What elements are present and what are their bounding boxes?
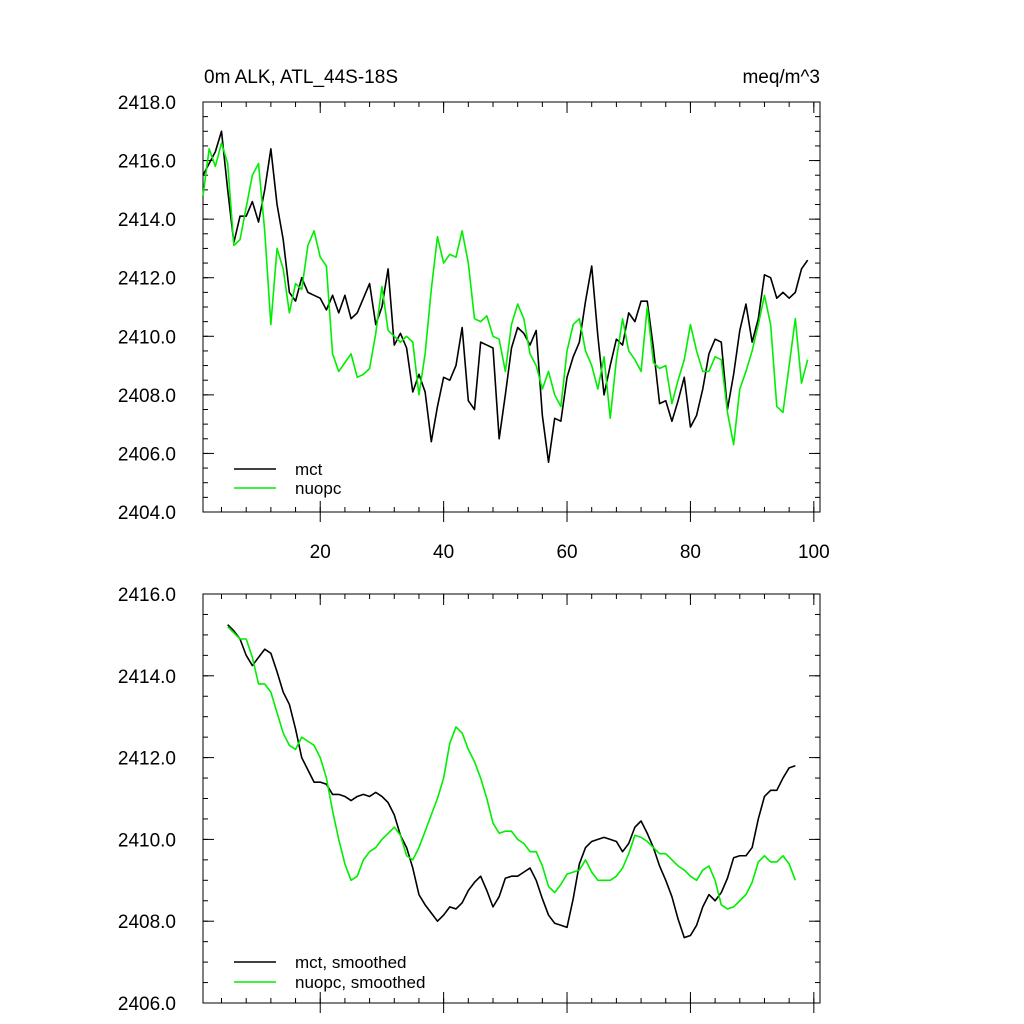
x-tick-label: 40: [433, 542, 454, 563]
chart-title: 0m ALK, ATL_44S-18S: [204, 67, 398, 88]
x-tick-label: 20: [310, 542, 331, 563]
y-tick-label: 2408.0: [118, 386, 176, 407]
y-tick-label: 2416.0: [118, 152, 176, 173]
legend-label: nuopc: [295, 479, 342, 498]
x-tick-label: 100: [798, 542, 830, 563]
series-line-mct-smoothed: [227, 624, 796, 939]
y-tick-label: 2414.0: [118, 210, 176, 231]
series-line-nuopc: [202, 142, 809, 446]
y-tick-label: 2412.0: [118, 749, 176, 770]
y-tick-label: 2408.0: [118, 912, 176, 933]
x-tick-label: 60: [556, 542, 577, 563]
series-line-nuopc-smoothed: [227, 626, 797, 910]
y-tick-label: 2404.0: [118, 503, 176, 524]
plot-panel-1: 2404.0 2406.0 2408.0 2410.0 2412.0 2414.0 2416…: [118, 67, 830, 563]
plot-frame: [202, 593, 821, 1004]
series-line-mct: [202, 130, 809, 464]
y-tick-label: 2406.0: [118, 444, 176, 465]
plot-panel-2: 2406.0 2408.0 2410.0 2412.0 2414.0 2416.0 mct,…: [118, 585, 821, 1015]
y-tick-label: 2418.0: [118, 93, 176, 114]
y-tick-label: 2410.0: [118, 830, 176, 851]
plot-frame: [202, 101, 821, 513]
legend-label: mct: [295, 460, 323, 479]
y-tick-label: 2416.0: [118, 585, 176, 606]
y-tick-label: 2410.0: [118, 327, 176, 348]
y-tick-label: 2412.0: [118, 269, 176, 290]
chart-units: meq/m^3: [742, 67, 820, 88]
y-tick-label: 2406.0: [118, 994, 176, 1015]
legend-label: mct, smoothed: [295, 953, 407, 972]
legend-label: nuopc, smoothed: [295, 973, 425, 992]
y-tick-label: 2414.0: [118, 667, 176, 688]
x-tick-label: 80: [680, 542, 701, 563]
